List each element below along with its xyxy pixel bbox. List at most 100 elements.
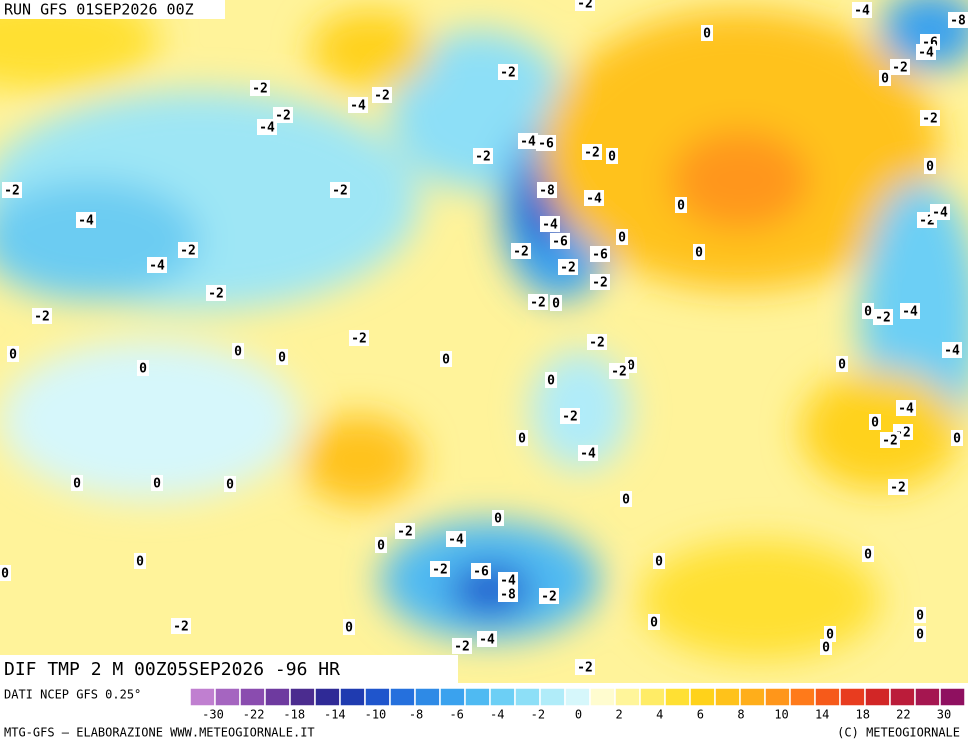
colorbar-swatch bbox=[414, 687, 441, 707]
colorbar-tick-label: 18 bbox=[856, 708, 870, 722]
colorbar-swatch bbox=[214, 687, 241, 707]
contour-label: -4 bbox=[932, 206, 948, 221]
contour-label: 0 bbox=[1, 567, 9, 582]
label-box bbox=[852, 2, 872, 18]
label-box bbox=[395, 523, 415, 539]
contour-label: -2 bbox=[530, 296, 546, 311]
contour-label: 0 bbox=[864, 305, 872, 320]
label-box bbox=[348, 97, 368, 113]
label-box bbox=[873, 309, 893, 325]
label-box bbox=[924, 158, 936, 174]
label-box bbox=[492, 510, 504, 526]
contour-label: -2 bbox=[180, 244, 196, 259]
contour-label: 0 bbox=[695, 246, 703, 261]
label-box bbox=[653, 553, 665, 569]
header-box bbox=[0, 0, 225, 19]
label-box bbox=[879, 70, 891, 86]
contour-label: -2 bbox=[922, 112, 938, 127]
contour-label: -2 bbox=[252, 82, 268, 97]
colorbar-swatch bbox=[664, 687, 691, 707]
colorbar-swatch bbox=[539, 687, 566, 707]
colorbar-swatch bbox=[789, 687, 816, 707]
label-box bbox=[560, 408, 580, 424]
label-box bbox=[349, 330, 369, 346]
contour-label: -2 bbox=[173, 620, 189, 635]
label-box bbox=[930, 204, 950, 220]
contour-label: -4 bbox=[586, 192, 602, 207]
contour-label: -4 bbox=[259, 121, 275, 136]
contour-label: 0 bbox=[838, 358, 846, 373]
colorbar-swatch bbox=[314, 687, 341, 707]
label-box bbox=[575, 659, 595, 675]
colorbar-swatch bbox=[514, 687, 541, 707]
contour-label: -2 bbox=[584, 146, 600, 161]
label-box bbox=[914, 626, 926, 642]
label-box bbox=[896, 400, 916, 416]
colorbar-swatch bbox=[364, 687, 391, 707]
contour-label: -2 bbox=[592, 276, 608, 291]
label-box bbox=[375, 537, 387, 553]
label-box bbox=[590, 246, 610, 262]
label-box bbox=[540, 216, 560, 232]
contour-label: -4 bbox=[902, 305, 918, 320]
contour-label: -4 bbox=[542, 218, 558, 233]
label-box bbox=[134, 553, 146, 569]
contour-label: 0 bbox=[822, 641, 830, 656]
title-box bbox=[0, 655, 458, 683]
label-box bbox=[477, 631, 497, 647]
contour-label: 0 bbox=[377, 539, 385, 554]
contour-label: -8 bbox=[500, 588, 516, 603]
colorbar-tick-label: 14 bbox=[815, 708, 829, 722]
contour-label: 0 bbox=[547, 374, 555, 389]
colorbar-swatch bbox=[889, 687, 916, 707]
contour-label: 0 bbox=[916, 628, 924, 643]
colorbar-tick-label: -14 bbox=[324, 708, 346, 722]
label-box bbox=[178, 242, 198, 258]
contour-label: 0 bbox=[618, 231, 626, 246]
contour-label: -2 bbox=[351, 332, 367, 347]
label-box bbox=[76, 212, 96, 228]
colorbar-swatch bbox=[714, 687, 741, 707]
colorbar-swatch bbox=[839, 687, 866, 707]
contour-label: -4 bbox=[944, 344, 960, 359]
contour-label: 0 bbox=[234, 345, 242, 360]
label-box bbox=[0, 565, 11, 581]
label-box bbox=[273, 107, 293, 123]
contour-label: -2 bbox=[4, 184, 20, 199]
contour-label: 0 bbox=[881, 72, 889, 87]
label-box bbox=[942, 342, 962, 358]
colorbar-swatch bbox=[464, 687, 491, 707]
colorbar-swatch bbox=[864, 687, 891, 707]
label-box bbox=[2, 182, 22, 198]
contour-label: -2 bbox=[589, 336, 605, 351]
colorbar-swatch bbox=[764, 687, 791, 707]
contour-label: 0 bbox=[826, 628, 834, 643]
label-box bbox=[343, 619, 355, 635]
label-box bbox=[675, 197, 687, 213]
colorbar-tick-label: 30 bbox=[937, 708, 951, 722]
contour-label: -4 bbox=[918, 46, 934, 61]
copyright: (C) METEOGIORNALE bbox=[837, 726, 960, 740]
run-label: RUN GFS 01SEP2026 00Z bbox=[4, 1, 194, 19]
contour-label: -2 bbox=[397, 525, 413, 540]
label-box bbox=[590, 274, 610, 290]
label-box bbox=[648, 614, 660, 630]
source: DATI NCEP GFS 0.25° bbox=[4, 688, 141, 702]
colorbar-tick-label: 0 bbox=[575, 708, 582, 722]
contour-label: -4 bbox=[854, 4, 870, 19]
label-box bbox=[578, 445, 598, 461]
contour-label: -4 bbox=[78, 214, 94, 229]
label-box bbox=[550, 233, 570, 249]
contour-label: 0 bbox=[622, 493, 630, 508]
label-box bbox=[701, 25, 713, 41]
contour-label: -4 bbox=[448, 533, 464, 548]
label-box bbox=[888, 479, 908, 495]
label-box bbox=[430, 561, 450, 577]
label-box bbox=[609, 363, 629, 379]
label-box bbox=[498, 586, 518, 602]
contour-label: -2 bbox=[34, 310, 50, 325]
contour-label: -8 bbox=[950, 14, 966, 29]
label-box bbox=[440, 351, 452, 367]
contour-label: 0 bbox=[864, 548, 872, 563]
